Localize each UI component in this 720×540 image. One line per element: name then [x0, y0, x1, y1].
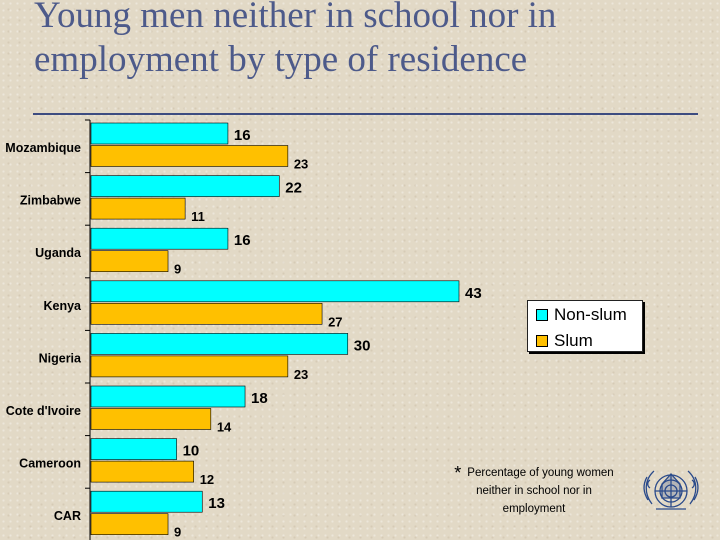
- legend-label-slum: Slum: [554, 331, 593, 350]
- data-label-non-slum: 10: [183, 443, 200, 460]
- category-label: Cameroon: [19, 457, 81, 471]
- category-label: Uganda: [35, 246, 82, 260]
- chart-legend: Non-slum Slum: [527, 300, 643, 352]
- bar-slum-mozambique: [90, 145, 289, 167]
- bar-slum-car: [90, 513, 169, 536]
- category-label: Zimbabwe: [20, 194, 81, 208]
- data-label-non-slum: 30: [354, 337, 371, 354]
- data-label-slum: 12: [200, 472, 214, 487]
- bar-non-slum-mozambique: [90, 122, 229, 145]
- bar-non-slum-car: [90, 490, 203, 513]
- bar-non-slum-zimbabwe: [90, 175, 280, 197]
- data-label-non-slum: 22: [285, 180, 302, 197]
- un-habitat-emblem-icon: [643, 470, 699, 510]
- title-divider: [33, 113, 698, 115]
- data-label-non-slum: 13: [208, 495, 225, 512]
- footnote-marker: *: [454, 463, 462, 483]
- bar-slum-nigeria: [90, 355, 289, 378]
- bar-non-slum-nigeria: [90, 333, 349, 355]
- data-label-slum: 9: [174, 262, 181, 277]
- bar-slum-zimbabwe: [90, 197, 186, 220]
- legend-item-slum: Slum: [536, 330, 593, 352]
- bar-slum-uganda: [90, 250, 169, 272]
- bar-slum-cameroon: [90, 460, 194, 483]
- category-label: CAR: [54, 509, 81, 523]
- data-label-non-slum: 43: [465, 285, 482, 302]
- data-label-slum: 27: [328, 314, 342, 329]
- title-line-1: Young men neither in school nor in: [34, 0, 557, 36]
- footnote-text: Percentage of young women neither in sch…: [467, 467, 614, 515]
- data-label-slum: 23: [294, 157, 308, 172]
- bar-slum-cote-d-ivoire: [90, 408, 212, 430]
- bar-non-slum-cote-d-ivoire: [90, 385, 246, 408]
- data-label-slum: 14: [217, 420, 232, 435]
- data-label-non-slum: 16: [234, 232, 251, 249]
- legend-label-non-slum: Non-slum: [554, 305, 627, 324]
- bar-non-slum-uganda: [90, 227, 229, 250]
- category-label: Mozambique: [5, 141, 81, 155]
- bar-slum-kenya: [90, 302, 323, 325]
- data-label-slum: 9: [174, 525, 181, 540]
- category-label: Kenya: [43, 299, 82, 313]
- legend-swatch-non-slum: [536, 309, 548, 321]
- category-label: Nigeria: [39, 351, 82, 365]
- data-label-slum: 11: [191, 209, 205, 224]
- legend-swatch-slum: [536, 335, 548, 347]
- title-line-2: employment by type of residence: [34, 39, 528, 80]
- data-label-slum: 23: [294, 367, 308, 382]
- bar-non-slum-cameroon: [90, 438, 177, 460]
- chart-title: Young men neither in school nor in emplo…: [34, 0, 556, 82]
- category-label: Cote d'Ivoire: [6, 404, 81, 418]
- legend-item-non-slum: Non-slum: [536, 304, 627, 326]
- data-label-non-slum: 18: [251, 390, 268, 407]
- bar-non-slum-kenya: [90, 280, 460, 303]
- footnote: * Percentage of young women neither in sc…: [448, 464, 620, 518]
- data-label-non-slum: 16: [234, 127, 251, 144]
